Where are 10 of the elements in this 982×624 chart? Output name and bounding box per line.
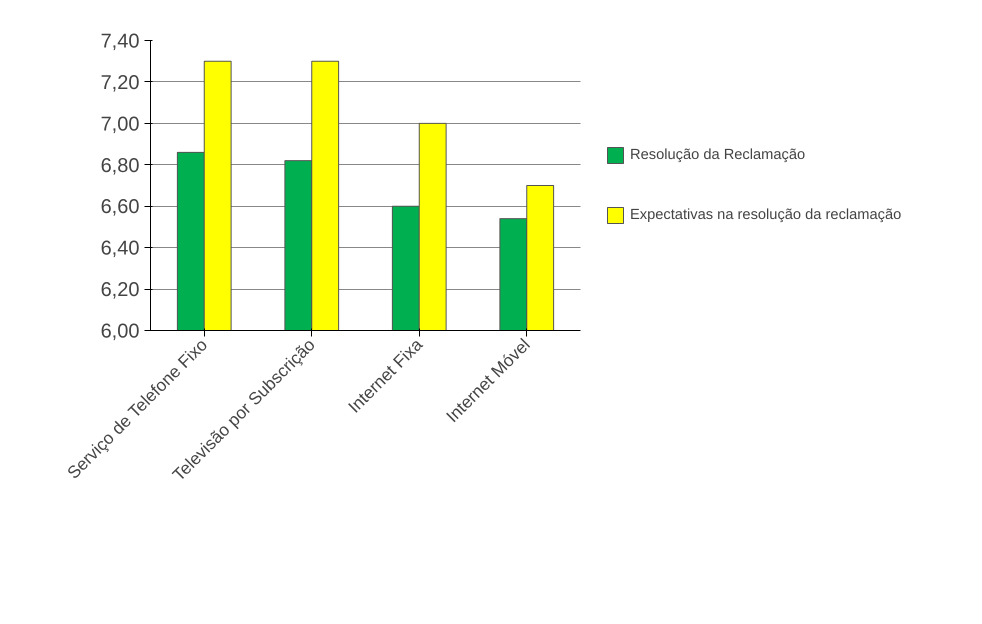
legend-label: Expectativas na resolução da reclamação [630,206,902,225]
y-tick-label: 7,20 [100,72,140,94]
y-tick-label: 6,00 [100,320,140,342]
y-tick-label: 6,40 [100,238,140,260]
y-tick-label: 6,60 [100,196,140,218]
y-tick-label: 7,00 [100,113,140,136]
legend-label: Resolução da Reclamação [630,146,806,165]
y-tick-label: 6,20 [100,279,140,302]
y-tick-label: 6,80 [100,154,140,177]
y-tick-label: 7,40 [100,30,140,52]
